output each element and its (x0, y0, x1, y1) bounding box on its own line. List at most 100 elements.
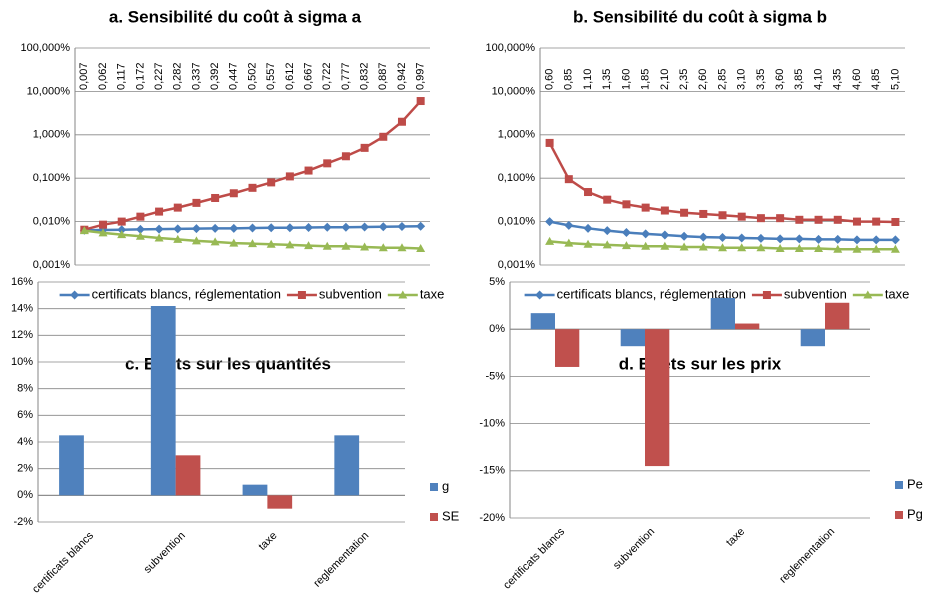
y-tick-label: 1,000% (498, 129, 536, 141)
marker (641, 203, 650, 212)
x-tick-label: subvention (611, 526, 657, 572)
marker (341, 222, 351, 232)
marker (602, 240, 612, 249)
marker (398, 290, 408, 299)
marker (322, 222, 332, 232)
x-tick-label: 0,942 (396, 62, 408, 90)
marker (210, 237, 220, 246)
legend: certificats blancs, réglementation subven… (524, 286, 909, 301)
legend-swatch (895, 481, 903, 489)
marker (698, 232, 708, 242)
marker (545, 236, 555, 245)
x-tick-label: reglementation (777, 526, 837, 586)
x-tick-label: 0,337 (190, 62, 202, 90)
marker (79, 226, 89, 235)
marker (173, 224, 183, 234)
marker (545, 138, 554, 147)
x-tick-label: 0,227 (153, 62, 165, 90)
legend-label: certificats blancs, réglementation (92, 286, 281, 301)
marker (814, 215, 823, 224)
marker (776, 214, 785, 223)
marker (323, 159, 332, 168)
marker (762, 291, 771, 299)
legend-label: subvention (319, 286, 382, 301)
legend-swatch (430, 513, 438, 521)
chart: a. Sensibilité du coût à sigma a 0,001% 0,… (20, 7, 444, 301)
y-tick-label: 100,000% (20, 42, 70, 54)
legend-label: certificats blancs, réglementation (557, 286, 746, 301)
x-tick-label: 0,722 (321, 62, 333, 90)
y-tick-label: 0,010% (498, 216, 536, 228)
y-tick-label: -5% (485, 370, 505, 382)
x-tick-label: 4,85 (870, 69, 882, 90)
x-tick-label: 2,85 (716, 69, 728, 90)
marker (603, 195, 612, 204)
marker (229, 238, 239, 247)
legend-swatch (430, 483, 438, 491)
y-tick-label: -2% (13, 516, 33, 528)
bar (175, 455, 201, 496)
bar (242, 484, 268, 496)
bar (334, 435, 360, 496)
bar (645, 329, 670, 467)
x-tick-label: reglementation (311, 530, 371, 590)
y-tick-label: 0,100% (33, 172, 71, 184)
y-tick-label: 0,100% (498, 172, 536, 184)
marker (718, 233, 727, 243)
series-line (548, 142, 896, 224)
x-tick-label: 0,062 (97, 62, 109, 90)
y-tick-label: -10% (479, 418, 505, 430)
marker (871, 235, 881, 245)
marker (737, 233, 747, 243)
marker (341, 241, 351, 250)
marker (285, 172, 294, 181)
y-tick-label: 0,001% (33, 259, 71, 271)
marker (360, 143, 369, 152)
marker (211, 193, 220, 202)
marker (890, 244, 900, 253)
marker (584, 188, 593, 197)
legend-label: Pg (907, 506, 923, 521)
chart-title: d. Effets sur les prix (619, 354, 782, 373)
marker (135, 231, 145, 240)
x-tick-label: subvention (142, 530, 188, 576)
marker (564, 220, 574, 230)
marker (833, 244, 843, 253)
marker (117, 225, 127, 235)
marker (70, 290, 80, 300)
marker (117, 230, 127, 239)
legend-label: subvention (784, 286, 847, 301)
marker (852, 244, 862, 253)
marker (341, 152, 350, 161)
x-tick-label: 3,60 (774, 69, 786, 90)
x-tick-label: 2,10 (659, 69, 671, 90)
marker (814, 234, 824, 244)
marker (304, 241, 314, 250)
marker (718, 211, 727, 220)
y-tick-label: 5% (489, 276, 505, 288)
marker (863, 290, 873, 299)
x-tick-label: 4,10 (812, 69, 824, 90)
chart: b. Sensibilité du coût à sigma b 0,001% 0,… (485, 7, 909, 301)
marker (248, 239, 257, 248)
x-tick-label: 0,117 (116, 63, 128, 90)
marker (871, 244, 881, 253)
marker (756, 214, 765, 223)
x-tick-label: 3,35 (755, 69, 767, 90)
bar (150, 306, 176, 496)
marker (360, 222, 370, 232)
marker (545, 217, 555, 227)
x-tick-label: 0,60 (544, 69, 556, 90)
marker (416, 97, 425, 106)
marker (191, 236, 201, 245)
marker (756, 243, 766, 252)
marker (602, 226, 612, 236)
x-tick-label: 0,557 (265, 62, 277, 90)
x-tick-label: 1,35 (601, 69, 613, 90)
marker (852, 235, 862, 245)
marker (304, 166, 313, 175)
marker (718, 243, 727, 252)
marker (756, 233, 766, 243)
marker (192, 198, 201, 207)
chart-title: c. Effets sur les quantités (125, 354, 331, 373)
